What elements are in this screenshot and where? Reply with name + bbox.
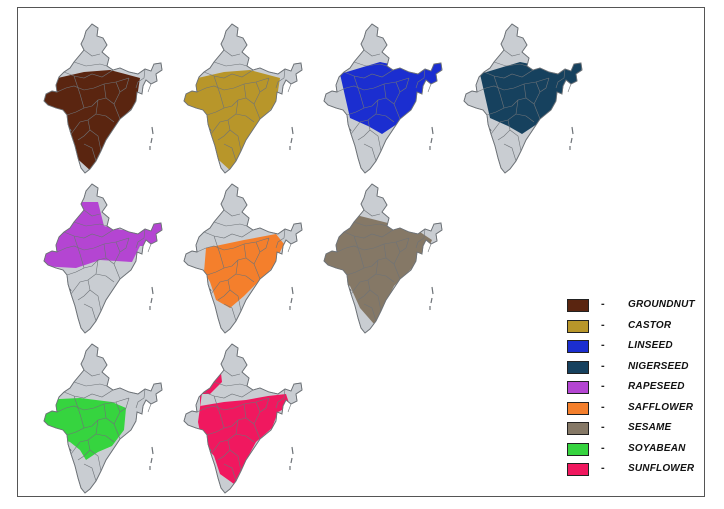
legend-label: GROUNDNUT [628,299,695,310]
legend-item-rapeseed: - RAPESEED [561,380,701,396]
region-linseed [340,62,442,134]
legend-separator: - [601,298,605,310]
legend-item-sunflower: - SUNFLOWER [561,462,701,478]
map-safflower [183,183,303,334]
legend-label: SESAME [628,422,672,433]
legend-separator: - [601,400,605,413]
map-castor [183,23,303,174]
map-nigerseed [463,23,583,174]
legend-label: SAFFLOWER [628,401,694,413]
map-sesame [323,183,443,334]
legend-item-linseed: - LINSEED [561,339,701,355]
legend-swatch [567,442,589,456]
region-nigerseed [480,62,582,134]
region-groundnut [44,70,140,172]
legend-swatch [567,463,589,476]
legend-swatch [567,299,589,312]
region-soyabean [44,398,126,460]
legend-item-safflower: - SAFFLOWER [561,401,701,417]
legend-separator: - [601,441,605,454]
legend-separator: - [601,421,605,433]
map-soyabean [43,343,163,494]
legend-label: CASTOR [628,319,672,331]
legend-item-soyabean: - SOYABEAN [561,442,701,458]
legend-swatch [567,319,589,333]
region-castor [184,70,280,172]
map-sunflower [183,343,303,494]
legend-swatch [567,401,589,415]
legend-separator: - [601,318,605,331]
legend-separator: - [601,339,605,351]
legend-item-nigerseed: - NIGERSEED [561,360,701,376]
legend-swatch [567,340,589,353]
region-sesame [324,216,432,324]
legend-item-groundnut: - GROUNDNUT [561,298,701,314]
legend-label: NIGERSEED [628,360,689,372]
region-sunflower [198,364,290,484]
legend-item-sesame: - SESAME [561,421,701,437]
legend-separator: - [601,380,605,392]
legend-swatch [567,360,589,374]
map-rapeseed [43,183,163,334]
map-groundnut [43,23,163,174]
legend-separator: - [601,359,605,372]
legend-swatch [567,422,589,435]
legend-label: SOYABEAN [628,442,686,454]
legend-label: RAPESEED [628,381,685,392]
legend-label: SUNFLOWER [628,463,695,474]
legend-separator: - [601,462,605,474]
legend-swatch [567,381,589,394]
legend-item-castor: - CASTOR [561,319,701,335]
region-safflower [204,234,284,308]
legend-label: LINSEED [628,340,673,351]
map-linseed [323,23,443,174]
